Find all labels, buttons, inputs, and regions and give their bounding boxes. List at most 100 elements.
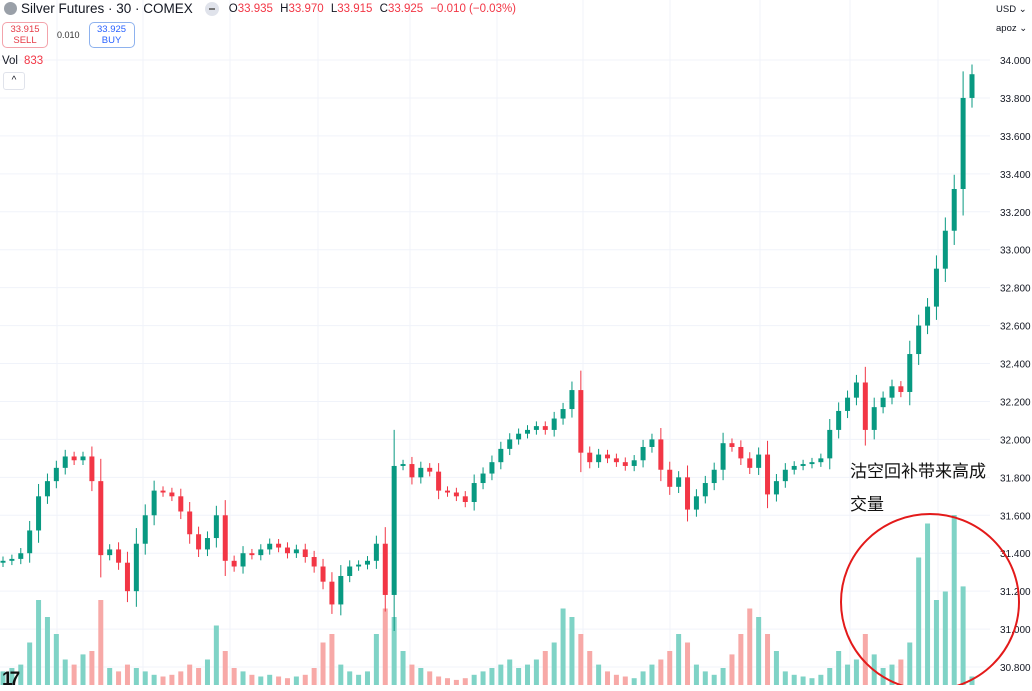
candle-body <box>658 439 664 470</box>
volume-bar <box>302 674 308 685</box>
trade-panel: 33.915 SELL 0.010 33.925 BUY <box>2 22 135 48</box>
candle-body <box>525 429 531 434</box>
volume-bar <box>373 634 379 685</box>
candle-body <box>151 490 157 516</box>
volume-bar <box>765 634 771 685</box>
volume-bar <box>578 634 584 685</box>
candle-body <box>622 462 628 466</box>
volume-bar <box>507 659 513 685</box>
symbol-title[interactable]: Silver Futures · 30 · COMEX <box>21 1 193 16</box>
candle-body <box>187 511 193 535</box>
candle-body <box>98 481 104 556</box>
volume-bar <box>916 557 922 685</box>
volume-bar <box>151 674 157 685</box>
candle-body <box>124 562 130 592</box>
candle-body <box>329 581 335 605</box>
candle-body <box>800 464 806 466</box>
candle-body <box>942 230 948 269</box>
candle-body <box>347 566 353 576</box>
candle-body <box>685 477 691 510</box>
candle-body <box>44 481 50 497</box>
candle-body <box>418 467 424 478</box>
candle-body <box>276 543 282 548</box>
collapse-legend-button[interactable]: ^ <box>3 72 25 90</box>
candle-body <box>311 557 317 567</box>
candle-body <box>196 534 202 550</box>
candle-body <box>142 515 148 544</box>
volume-bar <box>178 671 184 685</box>
market-status-icon[interactable] <box>204 1 219 16</box>
volume-bar <box>347 671 353 685</box>
volume-bar <box>116 671 122 685</box>
volume-bar <box>747 608 753 685</box>
buy-button[interactable]: 33.925 BUY <box>88 22 135 48</box>
volume-bar <box>640 671 646 685</box>
volume-bar <box>311 668 317 685</box>
spread-value: 0.010 <box>57 30 80 40</box>
y-tick-label: 32.200 <box>1000 397 1031 408</box>
candle-body <box>711 469 717 484</box>
candle-body <box>631 460 637 466</box>
candle-body <box>613 458 619 463</box>
volume-bar <box>471 674 477 685</box>
open-label: O <box>228 2 238 15</box>
candle-body <box>889 386 895 398</box>
candle-body <box>960 97 966 189</box>
volume-bar <box>933 600 939 685</box>
volume-bar <box>533 659 539 685</box>
volume-bar <box>196 668 202 685</box>
volume-bar <box>631 678 637 685</box>
candle-body <box>907 354 913 392</box>
candle-body <box>782 469 788 482</box>
y-tick-label: 31.400 <box>1000 549 1031 560</box>
volume-bar <box>329 634 335 685</box>
volume-legend: Vol 833 <box>2 55 43 67</box>
candle-body <box>133 543 139 592</box>
candle-body <box>533 426 539 430</box>
y-tick-label: 33.400 <box>1000 170 1031 181</box>
candle-body <box>480 473 486 484</box>
scale-dropdown[interactable]: apoz ⌄ <box>996 23 1028 34</box>
y-tick-label: 33.200 <box>1000 208 1031 219</box>
high-value: 33.970 <box>288 2 324 15</box>
candle-body <box>605 454 611 459</box>
volume-bar <box>89 651 95 685</box>
volume-bar <box>702 671 708 685</box>
silver-symbol-icon <box>4 2 17 15</box>
candle-body <box>462 496 468 503</box>
candle-body <box>969 74 975 98</box>
close-value: 33.925 <box>387 2 424 15</box>
candle-body <box>729 443 735 447</box>
volume-bar <box>284 678 290 685</box>
volume-bar <box>649 664 655 685</box>
volume-bar <box>613 674 619 685</box>
candle-body <box>809 462 815 465</box>
candle-body <box>578 390 584 453</box>
symbol-legend: Silver Futures · 30 · COMEX O33.935 H33.… <box>4 1 520 16</box>
candle-body <box>925 306 931 326</box>
candle-body <box>898 386 904 392</box>
volume-bar <box>204 659 210 685</box>
volume-bar <box>925 523 931 685</box>
annotation-line-1: 沽空回补带来高成 <box>850 462 986 482</box>
volume-bar <box>658 659 664 685</box>
volume-bar <box>320 642 326 685</box>
candle-body <box>240 553 246 567</box>
volume-bar <box>729 654 735 685</box>
volume-bar <box>364 671 370 685</box>
currency-dropdown[interactable]: USD ⌄ <box>996 4 1027 15</box>
volume-bar <box>942 591 948 685</box>
candle-body <box>107 549 113 556</box>
candle-body <box>880 397 886 408</box>
y-tick-label: 31.800 <box>1000 473 1031 484</box>
y-tick-label: 33.000 <box>1000 246 1031 257</box>
sell-button[interactable]: 33.915 SELL <box>2 22 48 48</box>
candle-body <box>364 560 370 565</box>
volume-bar <box>444 678 450 685</box>
volume-bar <box>27 642 33 685</box>
candle-body <box>765 454 771 495</box>
volume-value: 833 <box>24 55 44 67</box>
tradingview-logo[interactable]: 17 <box>2 669 20 690</box>
volume-bar <box>560 608 566 685</box>
